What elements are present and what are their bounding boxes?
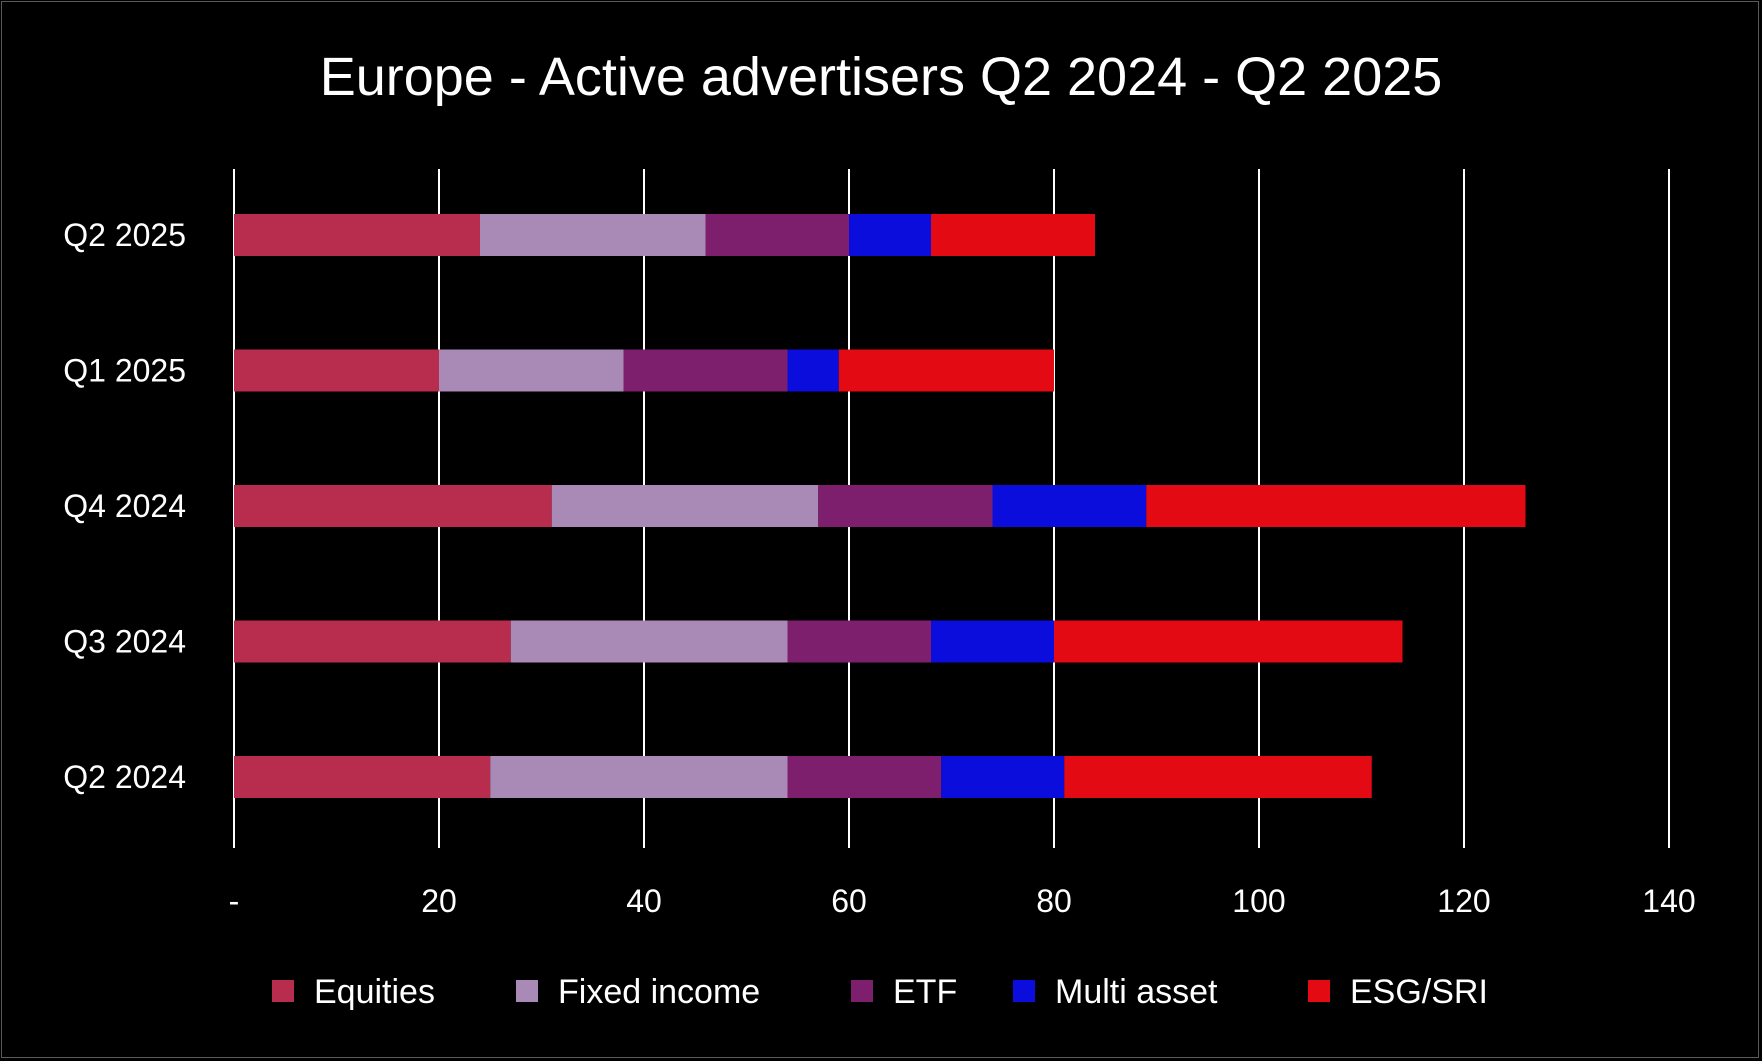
bars: [234, 214, 1526, 798]
bar-segment-etf: [705, 214, 849, 256]
x-tick-label: 80: [1036, 883, 1072, 919]
bar-segment-multi-asset: [931, 620, 1054, 663]
bar-segment-fixed-income: [490, 756, 788, 798]
bar-segment-equities: [234, 349, 439, 392]
legend-swatch: [851, 980, 873, 1002]
bar-segment-multi-asset: [787, 349, 839, 392]
bar-segment-multi-asset: [941, 756, 1065, 798]
bar-segment-equities: [234, 214, 480, 256]
legend-label: Fixed income: [558, 973, 760, 1011]
category-label: Q2 2024: [63, 759, 186, 795]
bar-segment-fixed-income: [551, 485, 819, 527]
bar-segment-fixed-income: [510, 620, 788, 663]
bar-segment-esg-sri: [838, 349, 1054, 392]
bar-segment-esg-sri: [931, 214, 1095, 256]
bar-segment-esg-sri: [1064, 756, 1372, 798]
x-tick-label: 40: [626, 883, 662, 919]
x-tick-label: 60: [831, 883, 867, 919]
legend: Equities Fixed income ETF Multi asset ESG/SR…: [272, 973, 1488, 1011]
x-tick-label: -: [229, 883, 240, 919]
category-labels: Q2 2025 Q1 2025 Q4 2024 Q3 2024 Q2 2024: [63, 217, 186, 795]
bar-segment-esg-sri: [1146, 485, 1526, 527]
bar-segment-esg-sri: [1054, 620, 1403, 663]
legend-swatch: [516, 980, 538, 1002]
bar-segment-multi-asset: [849, 214, 931, 256]
category-label: Q3 2024: [63, 624, 186, 660]
bar-segment-equities: [234, 485, 552, 527]
x-tick-label: 20: [421, 883, 457, 919]
bar-segment-fixed-income: [439, 349, 624, 392]
legend-label: ETF: [893, 973, 957, 1011]
legend-label: Multi asset: [1055, 973, 1218, 1011]
bar-segment-etf: [787, 620, 931, 663]
bar-segment-etf: [818, 485, 993, 527]
category-label: Q2 2025: [63, 217, 186, 253]
bar-segment-etf: [623, 349, 788, 392]
x-tick-label: 140: [1642, 883, 1695, 919]
bar-segment-fixed-income: [480, 214, 706, 256]
legend-swatch: [1308, 980, 1330, 1002]
x-tick-label: 120: [1437, 883, 1490, 919]
bar-segment-equities: [234, 756, 491, 798]
x-tick-label: 100: [1232, 883, 1285, 919]
chart-title: Europe - Active advertisers Q2 2024 - Q2…: [320, 47, 1443, 107]
category-label: Q4 2024: [63, 488, 186, 524]
category-label: Q1 2025: [63, 353, 186, 389]
legend-swatch: [272, 980, 294, 1002]
legend-swatch: [1013, 980, 1035, 1002]
bar-segment-multi-asset: [992, 485, 1147, 527]
bar-segment-equities: [234, 620, 511, 663]
x-axis-tick-labels: - 20 40 60 80 100 120 140: [229, 883, 1696, 919]
legend-label: Equities: [314, 973, 435, 1011]
legend-label: ESG/SRI: [1350, 973, 1488, 1011]
bar-segment-etf: [787, 756, 942, 798]
